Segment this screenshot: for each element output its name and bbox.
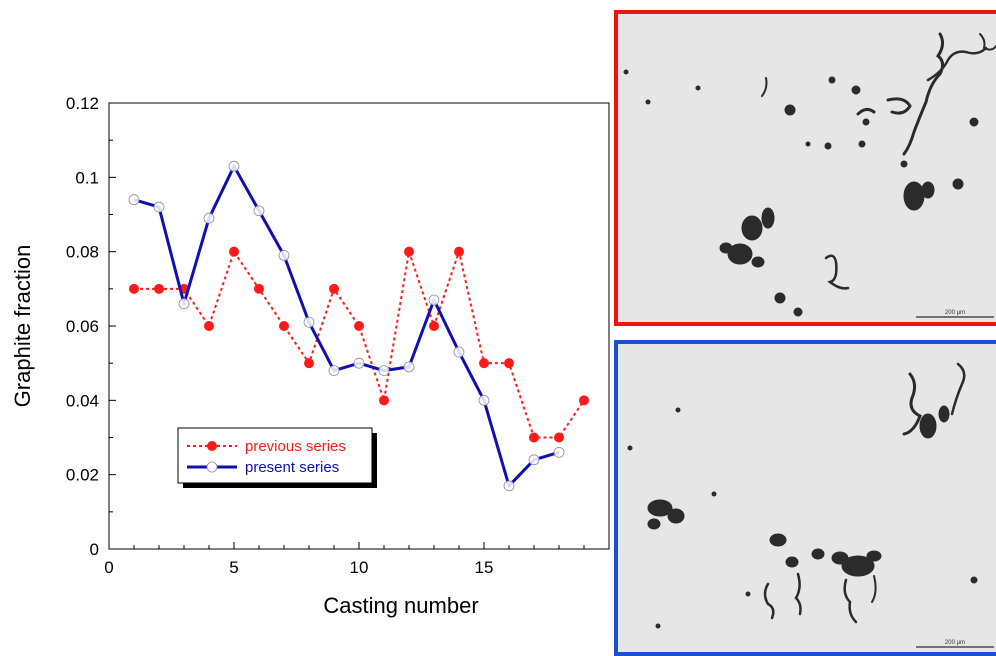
data-point — [254, 283, 264, 294]
data-point — [503, 480, 515, 492]
legend-label-present-series: present series — [245, 459, 339, 476]
data-point — [329, 283, 339, 294]
data-point — [554, 432, 564, 443]
series-line — [134, 250, 585, 439]
data-point — [328, 365, 340, 377]
scale-bar-label-top: 200 μm — [945, 310, 965, 316]
data-point — [529, 432, 539, 443]
data-point — [378, 365, 390, 377]
legend: previous series present series — [177, 427, 377, 488]
legend-label-previous-series: previous series — [245, 438, 346, 455]
data-point — [403, 361, 415, 373]
data-point — [128, 194, 140, 206]
scale-bar-label-bottom: 200 μm — [945, 640, 965, 646]
x-axis-title: Casting number — [323, 593, 478, 618]
data-point — [229, 246, 239, 257]
y-tick-label: 0.06 — [66, 317, 99, 336]
data-point — [429, 321, 439, 331]
y-axis-title: Graphite fraction — [10, 245, 35, 408]
legend-box — [177, 427, 373, 484]
y-tick-label: 0 — [90, 540, 99, 559]
data-point — [404, 246, 414, 257]
data-point — [279, 321, 289, 331]
y-tick-label: 0.04 — [66, 391, 99, 410]
axes: 0 0.02 0.04 0.06 0.08 0.1 0.12 0 5 10 15 — [66, 94, 610, 577]
data-point — [228, 160, 240, 172]
data-point — [579, 395, 589, 406]
data-point — [504, 358, 514, 369]
micrograph-bottom-image: 200 μm — [627, 362, 994, 648]
legend-marker-0 — [207, 441, 217, 451]
series-layer — [128, 160, 589, 492]
y-tick-label: 0.12 — [66, 94, 99, 113]
data-point — [153, 201, 165, 213]
data-point — [154, 283, 164, 294]
data-point — [304, 358, 314, 369]
data-point — [453, 346, 465, 358]
y-tick-label: 0.1 — [75, 168, 99, 187]
micrograph-bottom: 200 μm — [614, 340, 996, 656]
data-point — [353, 357, 365, 369]
series-previous-series — [129, 246, 589, 443]
series-line — [133, 164, 560, 488]
data-point — [428, 294, 440, 306]
data-point — [454, 246, 464, 257]
micrograph-top-image: 200 μm — [623, 32, 996, 318]
data-point — [129, 283, 139, 294]
data-point — [303, 316, 315, 328]
data-point — [278, 249, 290, 261]
data-point — [203, 212, 215, 224]
micrograph-top: 200 μm — [614, 10, 996, 326]
data-point — [478, 394, 490, 406]
x-tick-label: 5 — [229, 558, 238, 577]
data-point — [379, 395, 389, 406]
data-point — [553, 446, 565, 458]
data-point — [253, 205, 265, 217]
x-tick-label: 0 — [104, 558, 113, 577]
legend-marker-1 — [206, 461, 218, 473]
y-tick-label: 0.02 — [66, 466, 99, 485]
y-tick-label: 0.08 — [66, 243, 99, 262]
data-point — [479, 358, 489, 369]
data-point — [528, 454, 540, 466]
x-tick-label: 10 — [350, 558, 369, 577]
data-point — [354, 321, 364, 331]
data-point — [204, 321, 214, 331]
x-tick-label: 15 — [475, 558, 494, 577]
data-point — [178, 298, 190, 310]
series-present-series — [128, 160, 565, 492]
